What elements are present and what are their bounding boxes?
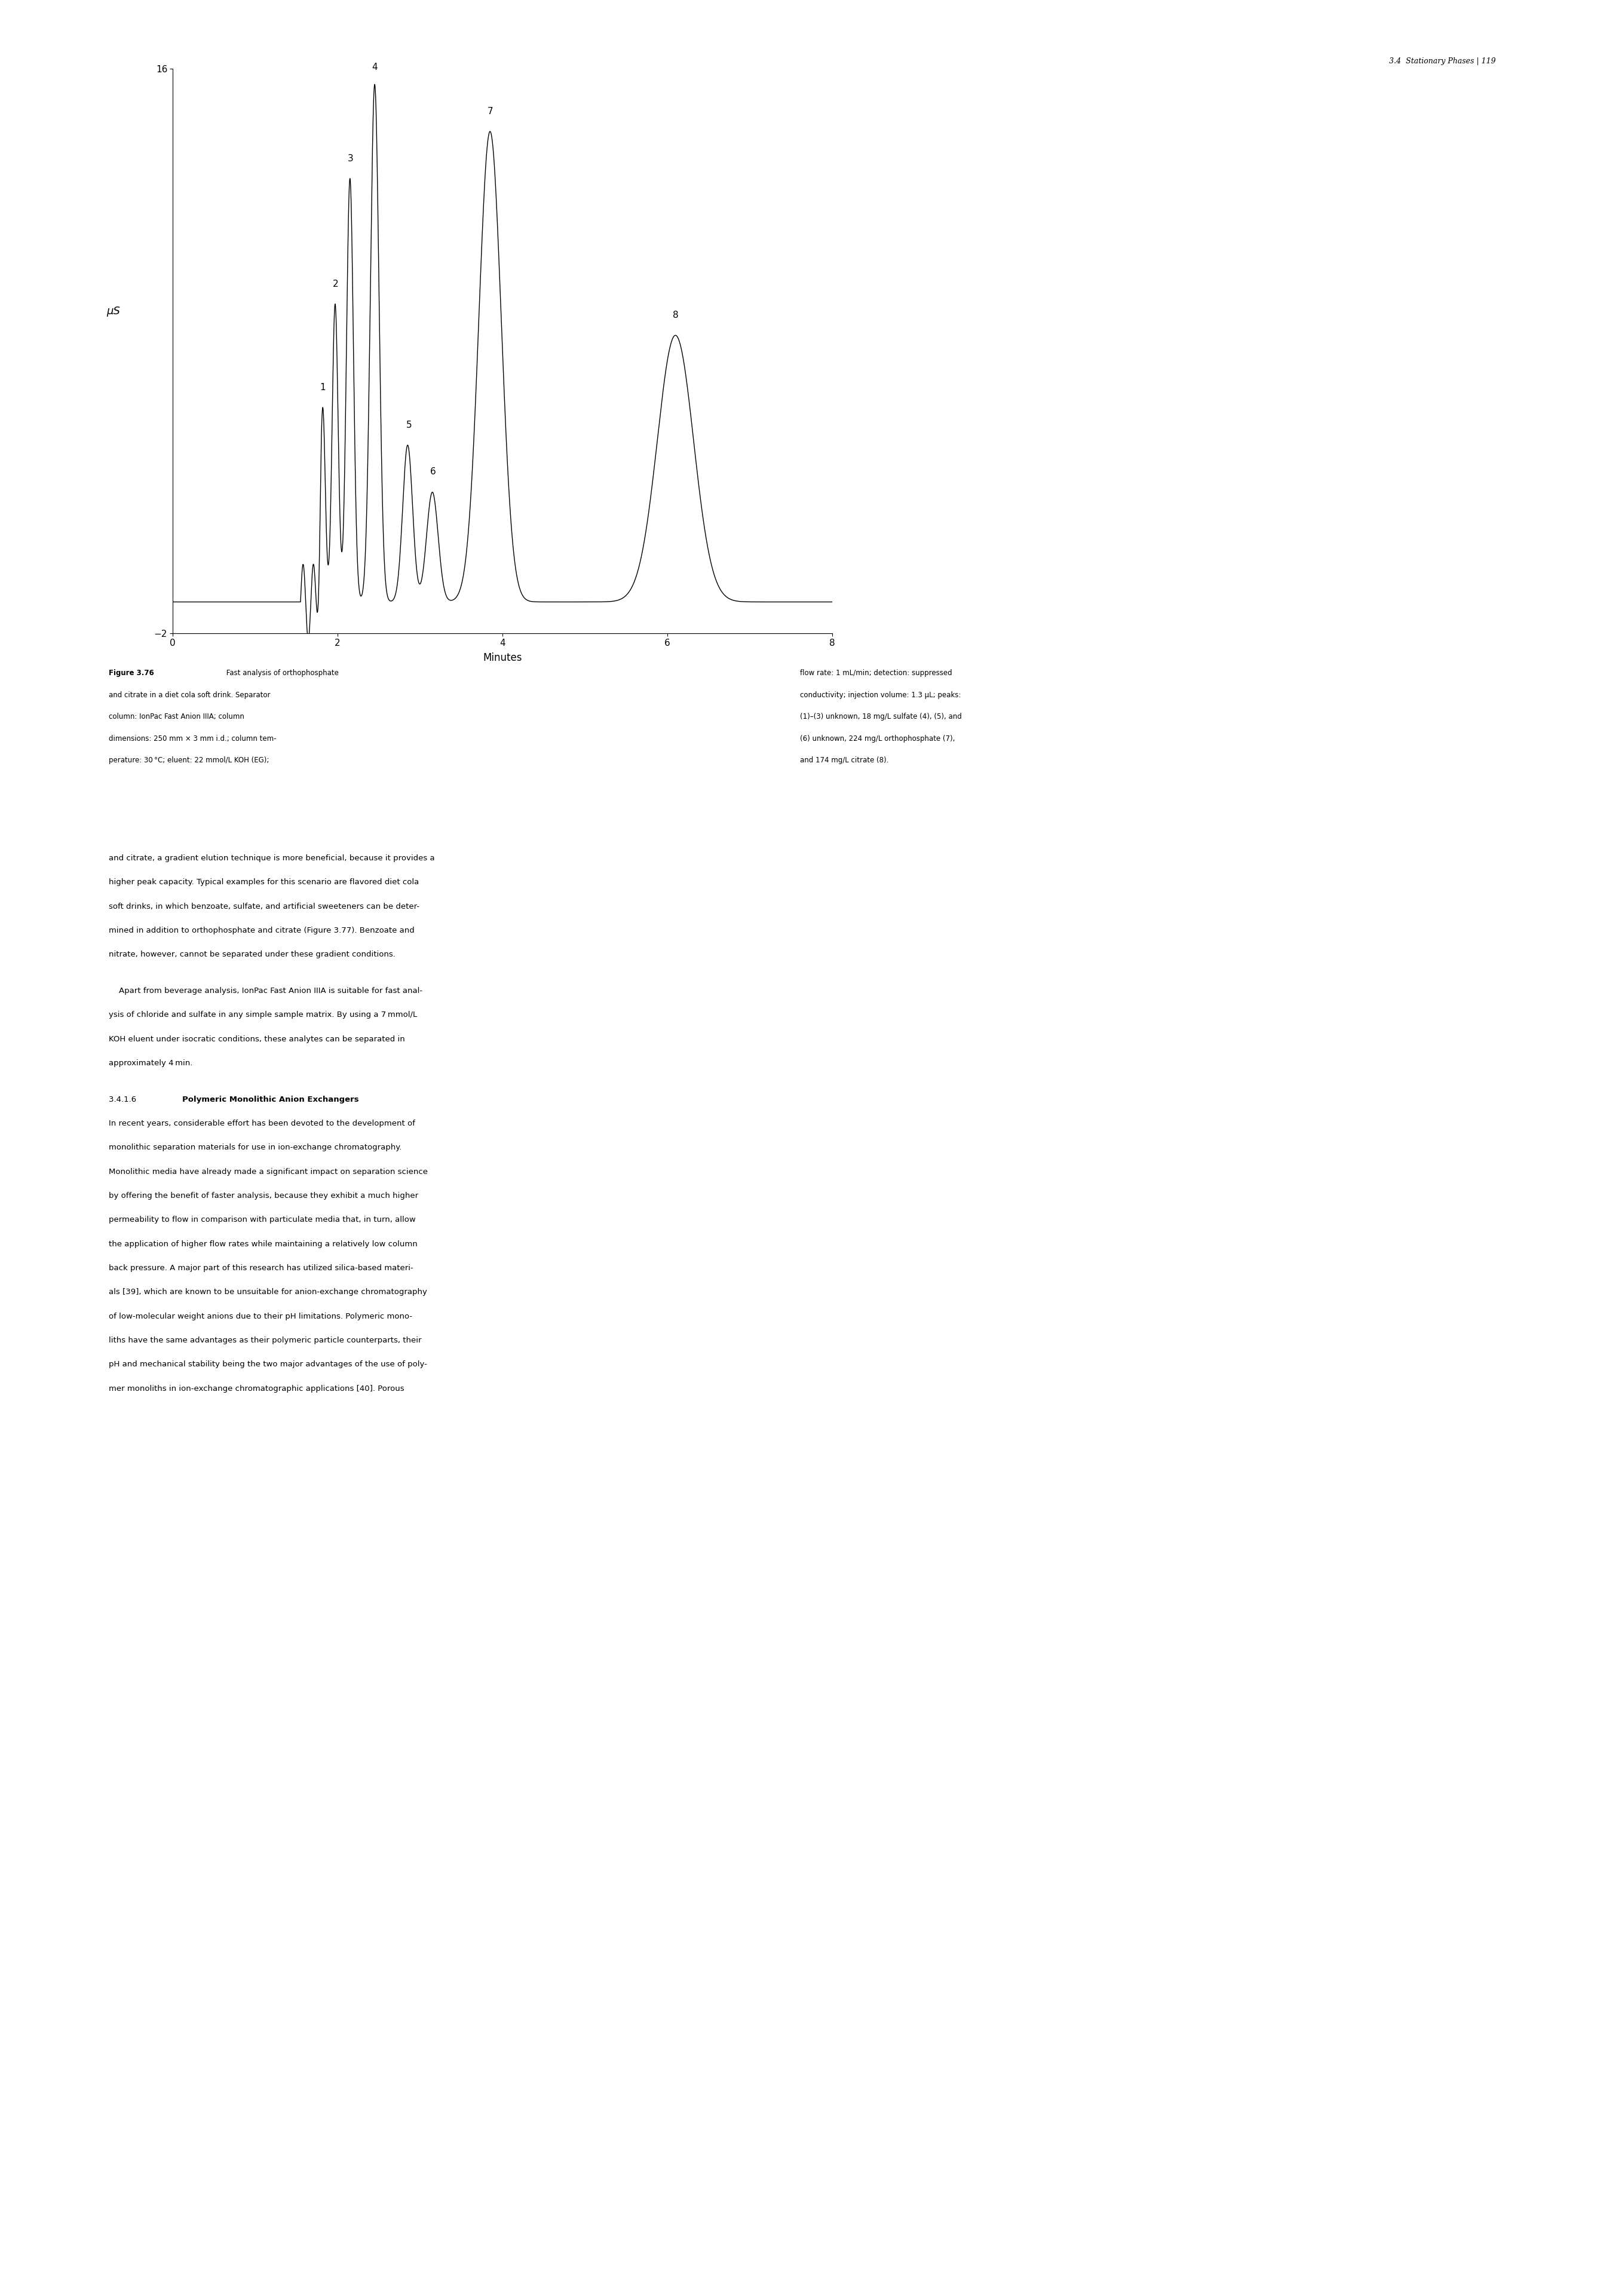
Text: monolithic separation materials for use in ion-exchange chromatography.: monolithic separation materials for use … — [109, 1143, 402, 1150]
Text: 6: 6 — [430, 468, 437, 478]
Text: 3: 3 — [347, 154, 354, 163]
Text: Monolithic media have already made a significant impact on separation science: Monolithic media have already made a sig… — [109, 1169, 427, 1176]
Text: als [39], which are known to be unsuitable for anion-exchange chromatography: als [39], which are known to be unsuitab… — [109, 1288, 427, 1295]
Text: back pressure. A major part of this research has utilized silica-based materi-: back pressure. A major part of this rese… — [109, 1265, 413, 1272]
Text: liths have the same advantages as their polymeric particle counterparts, their: liths have the same advantages as their … — [109, 1336, 421, 1343]
Text: the application of higher flow rates while maintaining a relatively low column: the application of higher flow rates whi… — [109, 1240, 418, 1247]
Text: and citrate in a diet cola soft drink. Separator: and citrate in a diet cola soft drink. S… — [109, 691, 270, 698]
Text: column: IonPac Fast Anion IIIA; column: column: IonPac Fast Anion IIIA; column — [109, 712, 245, 721]
Text: by offering the benefit of faster analysis, because they exhibit a much higher: by offering the benefit of faster analys… — [109, 1192, 418, 1199]
Text: conductivity; injection volume: 1.3 μL; peaks:: conductivity; injection volume: 1.3 μL; … — [800, 691, 962, 698]
Text: 1: 1 — [320, 383, 326, 393]
Text: perature: 30 °C; eluent: 22 mmol/L KOH (EG);: perature: 30 °C; eluent: 22 mmol/L KOH (… — [109, 755, 269, 765]
Y-axis label: μS: μS — [107, 305, 120, 317]
Text: mined in addition to orthophosphate and citrate (Figure 3.77). Benzoate and: mined in addition to orthophosphate and … — [109, 928, 414, 934]
Text: ysis of chloride and sulfate in any simple sample matrix. By using a 7 mmol/L: ysis of chloride and sulfate in any simp… — [109, 1010, 418, 1019]
Text: approximately 4 min.: approximately 4 min. — [109, 1058, 192, 1068]
Text: Fast analysis of orthophosphate: Fast analysis of orthophosphate — [224, 668, 339, 677]
Text: permeability to flow in comparison with particulate media that, in turn, allow: permeability to flow in comparison with … — [109, 1217, 416, 1224]
Text: mer monoliths in ion-exchange chromatographic applications [40]. Porous: mer monoliths in ion-exchange chromatogr… — [109, 1384, 405, 1391]
Text: (1)–(3) unknown, 18 mg/L sulfate (4), (5), and: (1)–(3) unknown, 18 mg/L sulfate (4), (5… — [800, 712, 962, 721]
Text: and citrate, a gradient elution technique is more beneficial, because it provide: and citrate, a gradient elution techniqu… — [109, 854, 435, 861]
Text: flow rate: 1 mL/min; detection: suppressed: flow rate: 1 mL/min; detection: suppress… — [800, 668, 952, 677]
Text: higher peak capacity. Typical examples for this scenario are flavored diet cola: higher peak capacity. Typical examples f… — [109, 879, 419, 886]
Text: 2: 2 — [333, 280, 339, 289]
Text: soft drinks, in which benzoate, sulfate, and artificial sweeteners can be deter-: soft drinks, in which benzoate, sulfate,… — [109, 902, 419, 909]
Text: and 174 mg/L citrate (8).: and 174 mg/L citrate (8). — [800, 755, 888, 765]
Text: 4: 4 — [371, 62, 378, 71]
Text: 3.4.1.6: 3.4.1.6 — [109, 1095, 141, 1102]
Text: (6) unknown, 224 mg/L orthophosphate (7),: (6) unknown, 224 mg/L orthophosphate (7)… — [800, 735, 955, 742]
Text: of low-molecular weight anions due to their pH limitations. Polymeric mono-: of low-molecular weight anions due to th… — [109, 1313, 413, 1320]
Text: Figure 3.76: Figure 3.76 — [109, 668, 154, 677]
Text: Polymeric Monolithic Anion Exchangers: Polymeric Monolithic Anion Exchangers — [182, 1095, 358, 1102]
Text: 5: 5 — [406, 420, 413, 429]
X-axis label: Minutes: Minutes — [483, 652, 522, 664]
Text: Apart from beverage analysis, IonPac Fast Anion IIIA is suitable for fast anal-: Apart from beverage analysis, IonPac Fas… — [109, 987, 422, 994]
Text: KOH eluent under isocratic conditions, these analytes can be separated in: KOH eluent under isocratic conditions, t… — [109, 1035, 405, 1042]
Text: pH and mechanical stability being the two major advantages of the use of poly-: pH and mechanical stability being the tw… — [109, 1362, 427, 1368]
Text: 3.4  Stationary Phases | 119: 3.4 Stationary Phases | 119 — [1389, 57, 1496, 64]
Text: 7: 7 — [486, 108, 493, 115]
Text: In recent years, considerable effort has been devoted to the development of: In recent years, considerable effort has… — [109, 1120, 416, 1127]
Text: nitrate, however, cannot be separated under these gradient conditions.: nitrate, however, cannot be separated un… — [109, 951, 395, 957]
Text: 8: 8 — [672, 310, 678, 319]
Text: dimensions: 250 mm × 3 mm i.d.; column tem-: dimensions: 250 mm × 3 mm i.d.; column t… — [109, 735, 277, 742]
